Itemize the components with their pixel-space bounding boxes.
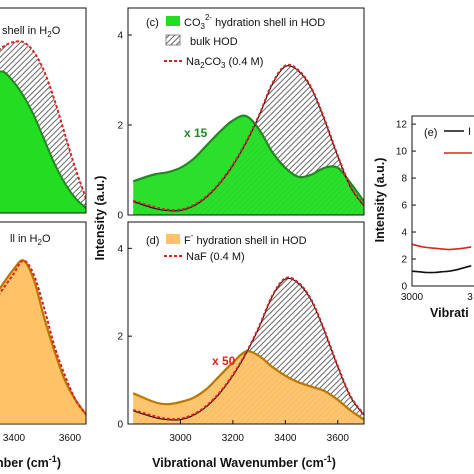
legend-swatch-f-shell bbox=[166, 234, 180, 244]
panel-c-salt-dashed-line bbox=[132, 63, 364, 212]
left-bottom-dashed-line bbox=[0, 259, 86, 415]
legend-bulk-hod: bulk HOD bbox=[190, 36, 238, 48]
panel-e-x-axis-label: Vibrati bbox=[430, 306, 469, 320]
panel-d-xtick-label-3400: 3400 bbox=[274, 433, 297, 444]
left-bottom-xtick-3600: 3600 bbox=[59, 433, 82, 444]
shared-y-axis-label: Intensity (a.u.) bbox=[93, 176, 107, 261]
panel-c-multiplier: x 15 bbox=[184, 126, 208, 140]
panel-e-ytick-label-2: 2 bbox=[401, 255, 407, 266]
left-bottom-xtick-3400: 3400 bbox=[3, 433, 26, 444]
panel-d-label: (d) bbox=[146, 235, 159, 247]
panel-d-shell-line bbox=[132, 350, 364, 421]
legend-naf: NaF (0.4 M) bbox=[186, 251, 245, 263]
shared-x-axis-label: Vibrational Wavenumber (cm-1) bbox=[152, 454, 336, 470]
panel-left-top-frame bbox=[0, 7, 87, 214]
legend-swatch-co3-shell bbox=[166, 16, 180, 26]
legend-e-black: I bbox=[468, 126, 471, 138]
panel-d-frame bbox=[127, 221, 365, 425]
panel-d-salt-dashed-line bbox=[132, 276, 364, 421]
left-top-shell-line bbox=[0, 70, 86, 209]
panel-d-xtick-label-3000: 3000 bbox=[169, 433, 192, 444]
panel-d-shell-area bbox=[133, 351, 364, 424]
legend-f-shell: F- hydration shell in HOD bbox=[184, 231, 307, 247]
panel-e-xtick-partial: 3 bbox=[467, 292, 473, 303]
panel-e-xtick-3000: 3000 bbox=[401, 292, 424, 303]
panel-e-ytick-label-12: 12 bbox=[396, 120, 408, 131]
panel-d-xtick-label-3200: 3200 bbox=[222, 433, 245, 444]
panel-e-label: (e) bbox=[424, 127, 437, 139]
panel-left-bottom: ll in H2O 3400 3600 nber (cm-1) bbox=[0, 221, 87, 470]
panel-c-label: (c) bbox=[146, 17, 159, 29]
panel-left-bottom-frame bbox=[0, 221, 87, 425]
legend-na2co3: Na2CO3 (0.4 M) bbox=[186, 56, 263, 70]
left-bottom-xlabel: nber (cm-1) bbox=[0, 454, 61, 470]
panel-c-shell-line bbox=[132, 114, 364, 203]
panel-c-ytick-label-2: 2 bbox=[117, 121, 123, 132]
panel-e-ytick-label-8: 8 bbox=[401, 174, 407, 185]
panel-d-multiplier: x 50 bbox=[212, 354, 236, 368]
panel-e-black-line bbox=[412, 265, 472, 274]
panel-c: (c) CO32- hydration shell in HOD bulk HO… bbox=[117, 7, 365, 222]
panel-c-ytick-label-0: 0 bbox=[117, 211, 123, 222]
panel-e-ytick-label-0: 0 bbox=[401, 282, 407, 293]
left-bottom-shell-area bbox=[0, 260, 86, 423]
left-bottom-legend: ll in H2O bbox=[10, 233, 51, 247]
panel-c-shell-area bbox=[133, 115, 364, 215]
panel-e-frame bbox=[411, 115, 474, 287]
panel-e-red-line bbox=[412, 243, 472, 251]
panel-left-top: shell in H2O bbox=[0, 7, 87, 214]
panel-c-frame bbox=[127, 7, 365, 216]
panel-d: (d) F- hydration shell in HOD NaF (0.4 M… bbox=[117, 221, 365, 444]
panel-e-ytick-label-10: 10 bbox=[396, 147, 408, 158]
panel-d-xtick-label-3600: 3600 bbox=[327, 433, 350, 444]
panel-c-ytick-label-4: 4 bbox=[117, 31, 123, 42]
panel-d-ytick-label-0: 0 bbox=[117, 420, 123, 431]
panel-d-ytick-label-4: 4 bbox=[117, 244, 123, 255]
panel-e-y-axis-label: Intensity (a.u.) bbox=[373, 158, 387, 243]
legend-swatch-bulk-hod bbox=[165, 34, 181, 46]
legend-co3-shell: CO32- hydration shell in HOD bbox=[184, 13, 325, 31]
panel-d-ytick-label-2: 2 bbox=[117, 332, 123, 343]
left-top-legend: shell in H2O bbox=[2, 25, 61, 39]
left-bottom-shell-line bbox=[0, 259, 86, 416]
left-top-dashed-line bbox=[0, 40, 86, 199]
panel-e-ytick-label-4: 4 bbox=[401, 228, 407, 239]
panel-e-ytick-label-6: 6 bbox=[401, 201, 407, 212]
left-top-shell-area bbox=[0, 71, 86, 213]
